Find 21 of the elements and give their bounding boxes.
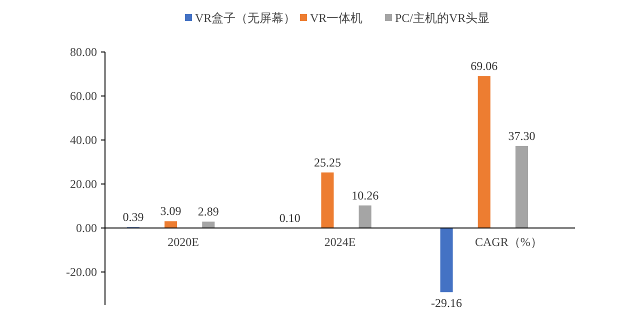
data-label: 2.89 <box>198 204 219 219</box>
data-label: 10.26 <box>352 188 379 202</box>
y-tick-label: 80.00 <box>70 45 97 59</box>
data-label: 3.09 <box>160 204 182 218</box>
y-tick-label: -20.00 <box>66 265 97 279</box>
y-tick-label: 20.00 <box>70 177 97 191</box>
legend-label: PC/主机的VR头显 <box>395 11 490 25</box>
data-label: 69.06 <box>470 59 498 74</box>
y-tick-label: 40.00 <box>70 133 97 147</box>
data-label: 25.25 <box>314 155 341 170</box>
x-tick-label: 2020E <box>168 235 200 249</box>
data-label: 0.39 <box>122 210 144 224</box>
legend-label: VR一体机 <box>310 11 363 25</box>
data-label: 37.30 <box>508 128 536 143</box>
y-tick-label: 0.00 <box>76 221 97 235</box>
legend-label: VR盒子（无屏幕） <box>195 11 296 25</box>
data-label: -29.16 <box>431 296 462 310</box>
x-tick-label: CAGR（%） <box>474 235 542 249</box>
y-tick-label: 60.00 <box>70 89 97 103</box>
data-label: 0.10 <box>279 210 300 225</box>
x-tick-label: 2024E <box>324 235 356 249</box>
